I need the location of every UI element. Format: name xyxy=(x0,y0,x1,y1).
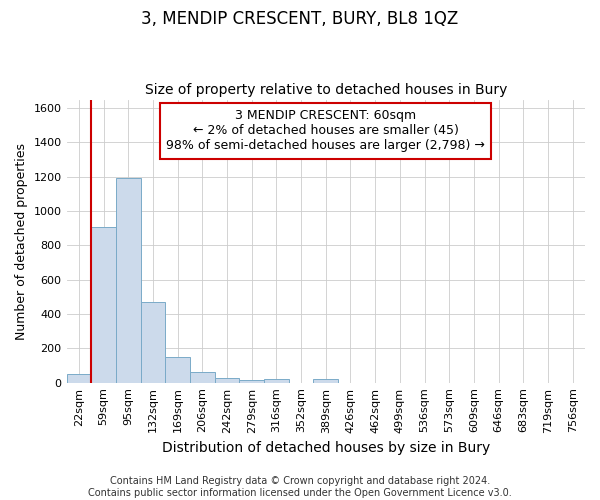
Text: 3 MENDIP CRESCENT: 60sqm
← 2% of detached houses are smaller (45)
98% of semi-de: 3 MENDIP CRESCENT: 60sqm ← 2% of detache… xyxy=(166,110,485,152)
Bar xyxy=(67,374,91,382)
Bar xyxy=(140,302,165,382)
Y-axis label: Number of detached properties: Number of detached properties xyxy=(15,142,28,340)
Bar xyxy=(239,380,264,382)
Bar xyxy=(313,379,338,382)
Bar xyxy=(190,372,215,382)
X-axis label: Distribution of detached houses by size in Bury: Distribution of detached houses by size … xyxy=(161,441,490,455)
Bar xyxy=(91,226,116,382)
Title: Size of property relative to detached houses in Bury: Size of property relative to detached ho… xyxy=(145,83,507,97)
Bar xyxy=(215,378,239,382)
Text: Contains HM Land Registry data © Crown copyright and database right 2024.
Contai: Contains HM Land Registry data © Crown c… xyxy=(88,476,512,498)
Bar xyxy=(264,379,289,382)
Bar xyxy=(116,178,140,382)
Text: 3, MENDIP CRESCENT, BURY, BL8 1QZ: 3, MENDIP CRESCENT, BURY, BL8 1QZ xyxy=(142,10,458,28)
Bar xyxy=(165,357,190,382)
